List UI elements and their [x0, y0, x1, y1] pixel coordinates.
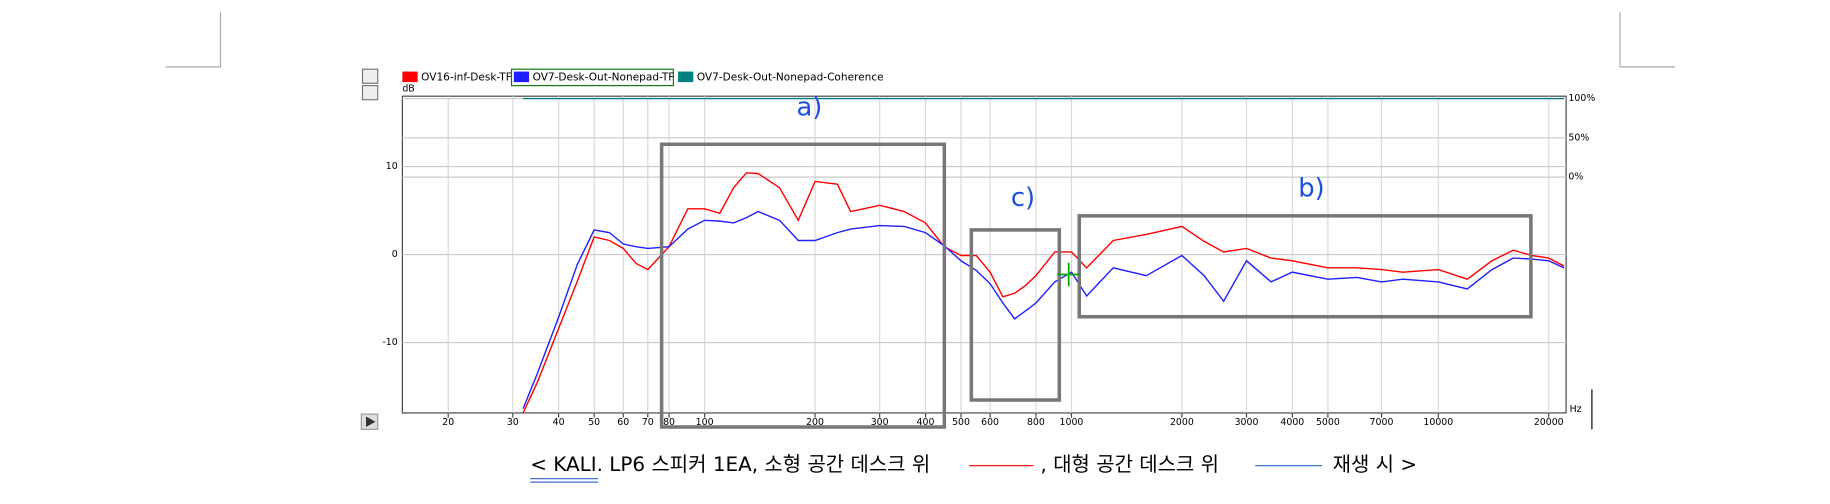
x-tick-label: 50	[588, 417, 600, 428]
y-tick-label: 10	[386, 161, 398, 172]
x-tick-label: 20	[442, 417, 454, 428]
x-tick-label: 4000	[1280, 417, 1304, 428]
legend-label: OV7-Desk-Out-Nonepad-TF	[533, 71, 675, 83]
x-tick-label: 80	[663, 417, 675, 428]
x-tick-label: 2000	[1170, 417, 1194, 428]
x-tick-label: 100	[696, 417, 714, 428]
zoom-icon[interactable]	[361, 68, 379, 84]
y-tick-label: 0	[392, 249, 398, 260]
caption-text: 재생 시 >	[1333, 452, 1417, 476]
plot-layer: 20 30 40 50 60 70 80 100 200 300 400 500 600 800 1000 2…	[382, 68, 1595, 428]
y-axis-label: dB	[402, 84, 414, 95]
x-tick-label: 200	[806, 417, 824, 428]
caption-text: , 대형 공간 데스크 위	[1041, 452, 1219, 476]
corner-mark	[165, 11, 222, 68]
x-tick-label: 500	[952, 417, 970, 428]
annotation-box	[659, 142, 947, 429]
x-tick-label: 5000	[1316, 417, 1340, 428]
x-tick-label: 7000	[1370, 417, 1394, 428]
play-icon	[366, 416, 376, 428]
annotation: c)	[1011, 183, 1035, 213]
legend-label: OV7-Desk-Out-Nonepad-Coherence	[697, 71, 884, 83]
x-tick-label: 600	[981, 417, 999, 428]
legend-swatch	[678, 71, 694, 83]
x-tick-label: 400	[917, 417, 935, 428]
annotation: b)	[1298, 173, 1324, 203]
x-tick-label: 300	[871, 417, 889, 428]
annotation-box	[1077, 214, 1533, 319]
fit-icon[interactable]	[361, 85, 379, 101]
x-tick-label: 70	[642, 417, 654, 428]
y2-tick-label: 0%	[1568, 172, 1583, 183]
annotation: a)	[797, 92, 823, 122]
annotation-box	[969, 228, 1062, 402]
legend-swatch	[513, 71, 530, 83]
series-line	[522, 172, 1565, 414]
y2-tick-label: 50%	[1568, 132, 1589, 143]
x-tick-label: 1000	[1060, 417, 1084, 428]
x-axis-label: Hz	[1570, 404, 1582, 415]
legend-swatch	[402, 71, 418, 83]
legend-label: OV16-inf-Desk-TF	[421, 71, 512, 83]
x-tick-label: 20000	[1534, 417, 1564, 428]
chart-body: dB Hz 20 30 40 50 60 70 80 100 200 300 400 500 600 80…	[165, 11, 1676, 483]
x-tick-label: 3000	[1235, 417, 1259, 428]
corner-mark	[1619, 11, 1676, 68]
y-tick-label: -10	[382, 337, 397, 348]
legend-highlight	[510, 68, 674, 87]
x-tick-label: 40	[553, 417, 565, 428]
cursor-cross	[1056, 262, 1081, 287]
y2-tick-label: 100%	[1568, 93, 1595, 104]
x-tick-label: 60	[617, 417, 629, 428]
x-tick-label: 10000	[1423, 417, 1453, 428]
caption-text: < KALI. LP6 스피커 1EA, 소형 공간 데스크 위	[530, 452, 930, 476]
x-tick-label: 800	[1027, 417, 1045, 428]
x-tick-label: 30	[507, 417, 519, 428]
series-line	[522, 210, 1565, 409]
